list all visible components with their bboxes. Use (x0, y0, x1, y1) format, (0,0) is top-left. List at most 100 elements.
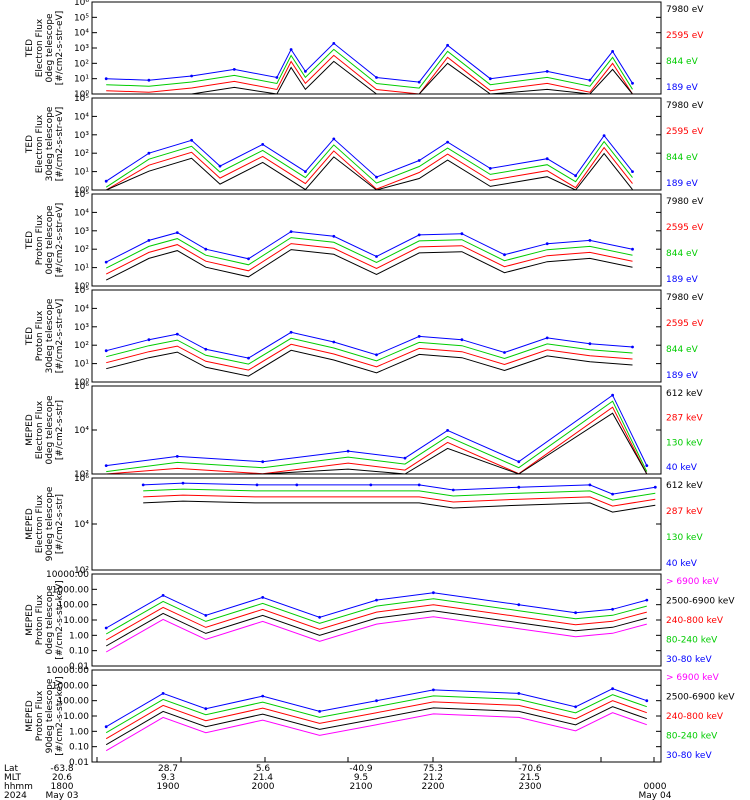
x-tick-label: 9.5 (354, 773, 368, 783)
data-point (318, 615, 321, 619)
panel-frame (91, 1, 662, 95)
data-point (403, 456, 407, 460)
y-tick-label: 1.00 (69, 631, 89, 641)
series-line (105, 610, 647, 647)
data-point (104, 179, 108, 183)
y-tick-label: 1000.00 (52, 681, 89, 691)
data-point (588, 239, 592, 242)
x-tick-label: 21.5 (520, 773, 540, 783)
data-point (588, 342, 592, 346)
series-line (105, 694, 647, 734)
data-point (104, 725, 108, 729)
legend-entry: 2595 eV (666, 31, 704, 41)
y-tick-label: 10¹ (74, 75, 89, 85)
y-tick-label: 10¹ (74, 264, 89, 274)
data-point (574, 174, 577, 178)
y-tick-label: 10⁴ (74, 29, 89, 39)
x-tick-label: 21.2 (423, 773, 443, 783)
series-line (105, 712, 647, 752)
data-point (645, 699, 649, 703)
legend-entry: 189 eV (666, 371, 699, 381)
series-line (105, 616, 647, 653)
data-point (204, 614, 208, 617)
series-line (106, 412, 648, 475)
data-point (261, 460, 265, 464)
y-tick-label: 10¹ (74, 360, 89, 370)
y-axis-label-line: MEPED (25, 604, 35, 636)
y-axis-label-line: [#/cm2-s-str-eV] (55, 11, 65, 86)
y-axis-label-line: 0deg telescope (45, 585, 55, 655)
legend-entry: 189 eV (666, 83, 699, 93)
data-point (503, 351, 506, 354)
data-point (417, 483, 421, 487)
y-axis-label-line: TED (25, 135, 35, 154)
series-line (106, 394, 648, 467)
series-line (105, 249, 633, 281)
data-point (247, 356, 250, 360)
y-tick-label: 10⁰ (74, 186, 89, 196)
y-axis-label: TED Electron Flux 30deg telescope [#/cm2-s-… (25, 106, 65, 181)
series-line (105, 243, 633, 275)
data-point (517, 460, 521, 464)
y-tick-label: 10² (74, 566, 89, 576)
data-point (104, 349, 108, 353)
y-axis-label-line: 90deg telescope (45, 486, 55, 561)
data-point (432, 688, 435, 692)
legend-entry: 189 eV (666, 275, 699, 285)
y-axis-label-line: 90deg telescope (45, 678, 55, 753)
y-axis-label-line: Electron Flux (35, 400, 45, 459)
legend-entry: 30-80 keV (666, 751, 712, 761)
y-axis-label-line: 0deg telescope (45, 395, 55, 465)
y-axis-label-line: MEPED (25, 414, 35, 446)
data-point (190, 138, 194, 142)
x-tick-label: 28.7 (158, 764, 178, 774)
y-axis-label-line: TED (25, 327, 35, 346)
data-point (446, 43, 449, 47)
data-point (332, 234, 336, 238)
data-point (417, 335, 421, 338)
data-point (161, 692, 165, 695)
y-tick-label: 10⁶ (74, 474, 89, 484)
data-point (181, 481, 185, 485)
y-tick-label: 0.01 (69, 662, 89, 672)
data-point (460, 232, 464, 236)
y-axis-label-line: [#/cm2-s-str-eV] (55, 203, 65, 278)
y-axis-label-line: 30deg telescope (45, 298, 55, 373)
y-axis-label: TED Proton Flux 0deg telescope [#/cm2-s-str… (25, 203, 65, 278)
data-point (545, 336, 549, 340)
data-point (304, 170, 307, 174)
data-point (375, 76, 378, 79)
data-point (289, 230, 293, 234)
data-point (261, 143, 265, 146)
data-point (602, 134, 606, 138)
series-line (105, 152, 633, 191)
legend-entry: 612 keV (666, 389, 703, 399)
y-axis-label: MEPED Proton Flux 90deg telescope [#/cm2-s-… (25, 676, 65, 755)
y-axis-label: MEPED Proton Flux 0deg telescope [#/cm2-s-s… (25, 580, 65, 659)
legend-entry: 287 keV (666, 414, 703, 424)
y-tick-label: 10000.00 (46, 570, 89, 580)
legend-entry: 7980 eV (666, 197, 704, 207)
y-axis-label-line: Proton Flux (35, 690, 45, 741)
y-axis-label-line: MEPED (25, 700, 35, 732)
data-point (175, 231, 179, 235)
data-point (611, 50, 614, 53)
y-tick-label: 1000.00 (52, 585, 89, 595)
data-point (451, 488, 455, 492)
y-tick-label: 10⁶ (74, 382, 89, 392)
series-line (143, 494, 656, 507)
legend-entry: 7980 eV (666, 5, 704, 15)
y-tick-label: 100.00 (58, 601, 90, 611)
y-tick-label: 1.00 (69, 727, 89, 737)
y-axis-label-line: 0deg telescope (45, 205, 55, 275)
data-point (369, 483, 373, 487)
x-axis-row-label: hhmm (4, 782, 33, 792)
y-tick-label: 10⁴ (74, 520, 89, 530)
data-point (645, 464, 649, 467)
y-tick-label: 0.10 (69, 647, 89, 657)
data-point (446, 429, 449, 432)
legend-entry: 2500-6900 keV (666, 597, 735, 607)
data-point (488, 77, 492, 81)
data-point (611, 687, 614, 691)
y-tick-label: 10⁵ (74, 94, 89, 104)
